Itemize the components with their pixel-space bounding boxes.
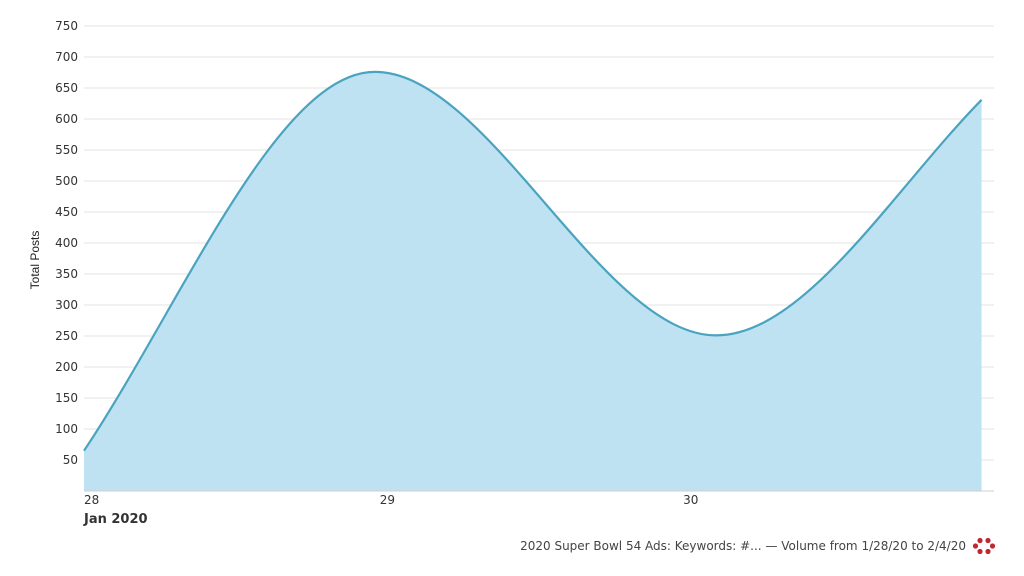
y-tick-label: 350	[55, 267, 78, 281]
chart-caption: 2020 Super Bowl 54 Ads: Keywords: #... —…	[520, 539, 966, 553]
y-axis-title: Total Posts	[28, 231, 42, 290]
y-tick-label: 750	[55, 19, 78, 33]
x-tick-label: 29	[380, 493, 395, 507]
y-tick-label: 150	[55, 391, 78, 405]
y-tick-label: 50	[63, 453, 78, 467]
y-tick-label: 550	[55, 143, 78, 157]
y-tick-label: 400	[55, 236, 78, 250]
y-tick-label: 650	[55, 81, 78, 95]
series-area	[84, 71, 982, 492]
y-tick-label: 250	[55, 329, 78, 343]
series-line	[83, 70, 983, 452]
x-tick-label: 30	[683, 493, 698, 507]
y-tick-label: 300	[55, 298, 78, 312]
x-month-label: Jan 2020	[83, 512, 148, 527]
x-axis-ticks: 28 29 30	[84, 493, 698, 507]
y-tick-label: 700	[55, 50, 78, 64]
y-tick-label: 200	[55, 360, 78, 374]
y-tick-label: 100	[55, 422, 78, 436]
y-tick-label: 600	[55, 112, 78, 126]
flower-logo-icon	[972, 537, 996, 555]
y-axis-ticks: 50 100 150 200 250 300 350 400 450 500 550 600 650 70…	[55, 19, 78, 467]
y-tick-label: 450	[55, 205, 78, 219]
x-tick-label: 28	[84, 493, 99, 507]
y-tick-label: 500	[55, 174, 78, 188]
